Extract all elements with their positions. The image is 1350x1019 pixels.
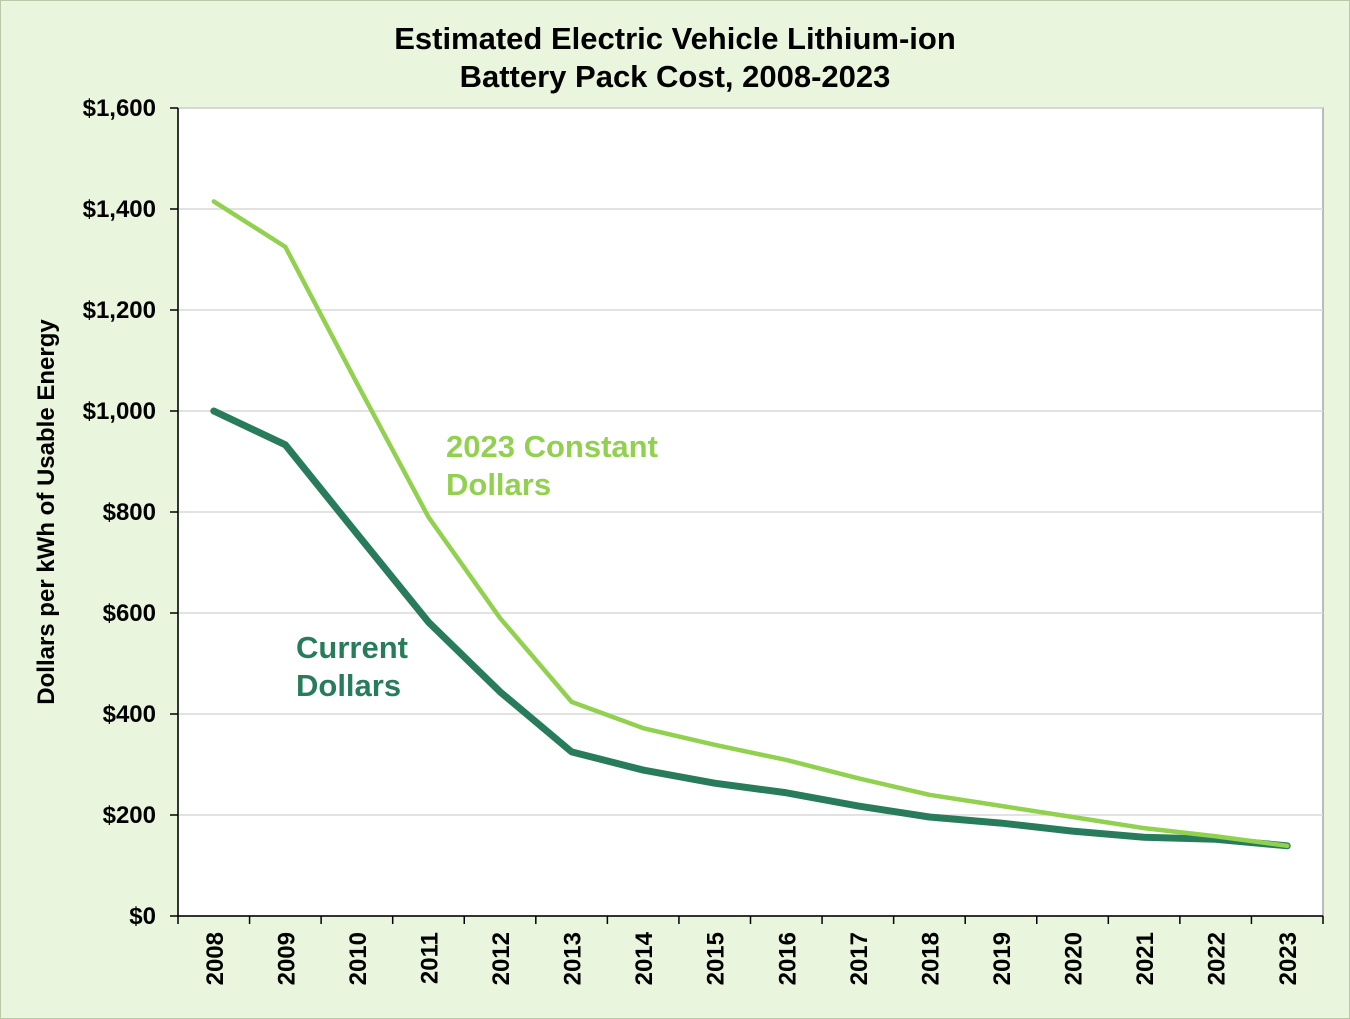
y-tick-label: $800	[103, 499, 156, 526]
series-line-2023-constant-dollars	[211, 199, 1290, 849]
chart-title: Estimated Electric Vehicle Lithium-ion B…	[0, 20, 1350, 96]
y-tick-label: $200	[103, 802, 156, 829]
x-tick-label: 2021	[1132, 932, 1159, 985]
x-tick-label: 2015	[703, 932, 730, 985]
y-tick-label: $1,600	[83, 95, 156, 122]
y-tick-label: $0	[129, 903, 156, 930]
series-label-line: Current	[296, 630, 408, 665]
series-label-line: 2023 Constant	[446, 429, 658, 464]
y-tick-label: $600	[103, 600, 156, 627]
x-tick-label: 2012	[488, 932, 515, 985]
y-tick-label: $1,000	[83, 398, 156, 425]
y-tick-label: $400	[103, 701, 156, 728]
x-tick-label: 2014	[631, 931, 658, 985]
x-tick-label: 2013	[560, 932, 587, 985]
y-tick-label: $1,200	[83, 297, 156, 324]
x-tick-label: 2022	[1204, 932, 1231, 985]
y-tick-label: $1,400	[83, 196, 156, 223]
x-tick-label: 2020	[1061, 932, 1088, 985]
x-tick-label: 2023	[1275, 932, 1302, 985]
series-label-line: Dollars	[296, 668, 402, 703]
series-label-line: Dollars	[446, 467, 552, 502]
x-tick-label: 2017	[846, 932, 873, 985]
x-tick-label: 2018	[917, 932, 944, 985]
x-tick-label: 2008	[202, 932, 229, 985]
x-tick-label: 2010	[345, 932, 372, 985]
chart-title-line-2: Battery Pack Cost, 2008-2023	[459, 59, 891, 94]
chart-title-line-1: Estimated Electric Vehicle Lithium-ion	[394, 21, 956, 56]
series-label-constant-dollars: 2023 Constant Dollars	[446, 428, 658, 504]
x-tick-label: 2009	[273, 932, 300, 985]
x-tick-label: 2019	[989, 932, 1016, 985]
x-tick-label: 2016	[774, 932, 801, 985]
series-line-current-dollars	[210, 407, 1291, 850]
x-tick-label: 2011	[416, 932, 443, 984]
series-label-current-dollars: Current Dollars	[296, 629, 408, 705]
